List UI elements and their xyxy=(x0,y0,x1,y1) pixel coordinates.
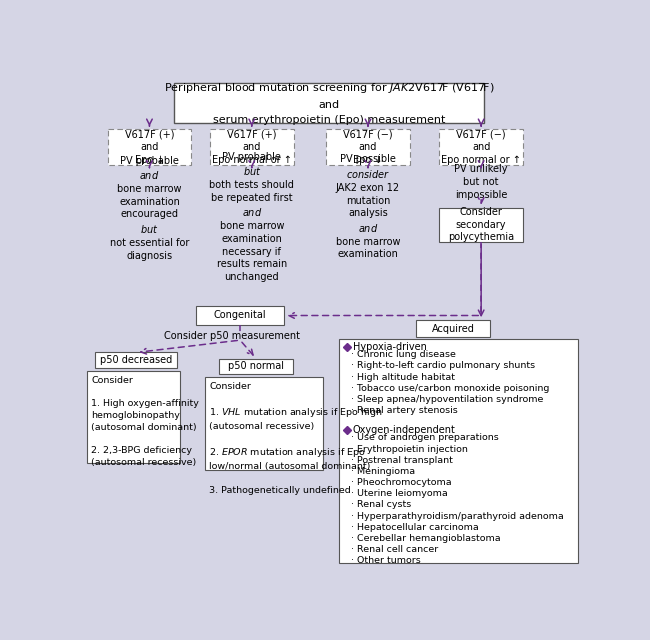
Text: · Postrenal transplant: · Postrenal transplant xyxy=(351,456,453,465)
Text: · Sleep apnea/hypoventilation syndrome: · Sleep apnea/hypoventilation syndrome xyxy=(351,395,543,404)
Text: · Renal cysts: · Renal cysts xyxy=(351,500,411,509)
Bar xyxy=(210,129,294,164)
Text: PV probable
$\it{and}$
bone marrow
examination
encouraged
$\it{but}$
not essenti: PV probable $\it{and}$ bone marrow exami… xyxy=(110,156,189,260)
Text: · Hepatocellular carcinoma: · Hepatocellular carcinoma xyxy=(351,523,478,532)
Text: · Other tumors: · Other tumors xyxy=(351,556,421,565)
Text: · Erythropoietin injection: · Erythropoietin injection xyxy=(351,445,468,454)
Text: p50 normal: p50 normal xyxy=(228,362,284,371)
Text: Acquired: Acquired xyxy=(432,324,474,333)
Bar xyxy=(439,129,523,164)
Text: · Meningioma: · Meningioma xyxy=(351,467,415,476)
Text: · Hyperparathyroidism/parathyroid adenoma: · Hyperparathyroidism/parathyroid adenom… xyxy=(351,511,564,520)
Text: · Tobacco use/carbon monoxide poisoning: · Tobacco use/carbon monoxide poisoning xyxy=(351,384,549,393)
Text: Consider p50 measurement: Consider p50 measurement xyxy=(164,330,300,340)
Bar xyxy=(88,371,181,463)
Text: · Right-to-left cardio pulmonary shunts: · Right-to-left cardio pulmonary shunts xyxy=(351,362,535,371)
Text: PV probable
$\it{but}$
both tests should
be repeated first
$\it{and}$
bone marro: PV probable $\it{but}$ both tests should… xyxy=(209,152,294,282)
Text: PV possible
$\it{consider}$
JAK2 exon 12
mutation
analysis
$\it{and}$
bone marro: PV possible $\it{consider}$ JAK2 exon 12… xyxy=(336,154,400,259)
Bar xyxy=(95,353,177,368)
Text: · Renal cell cancer: · Renal cell cancer xyxy=(351,545,438,554)
Text: V617F (−)
and
Epo ↓: V617F (−) and Epo ↓ xyxy=(343,129,393,164)
Text: · Cerebellar hemangioblastoma: · Cerebellar hemangioblastoma xyxy=(351,534,500,543)
Text: PV unlikely
but not
impossible: PV unlikely but not impossible xyxy=(454,164,508,200)
Text: · Chronic lung disease: · Chronic lung disease xyxy=(351,350,456,359)
Bar xyxy=(339,339,578,563)
Text: V617F (−)
and
Epo normal or ↑: V617F (−) and Epo normal or ↑ xyxy=(441,129,521,164)
Text: Oxygen-independent: Oxygen-independent xyxy=(352,425,456,435)
Bar xyxy=(205,377,323,470)
Text: p50 decreased: p50 decreased xyxy=(100,355,172,365)
Bar xyxy=(219,358,293,374)
Text: Peripheral blood mutation screening for $\it{JAK2}$V617F (V617F)
and
serum eryth: Peripheral blood mutation screening for … xyxy=(164,81,495,125)
Text: V617F (+)
and
Epo normal or ↑: V617F (+) and Epo normal or ↑ xyxy=(212,129,292,164)
Text: · Use of androgen preparations: · Use of androgen preparations xyxy=(351,433,499,442)
Bar xyxy=(326,129,410,164)
Text: · Uterine leiomyoma: · Uterine leiomyoma xyxy=(351,489,448,499)
Bar xyxy=(439,208,523,241)
Text: · Renal artery stenosis: · Renal artery stenosis xyxy=(351,406,458,415)
Text: Consider

1. $\it{VHL}$ mutation analysis if Epo high
(autosomal recessive)

2. : Consider 1. $\it{VHL}$ mutation analysis… xyxy=(209,381,382,495)
Text: Consider
secondary
polycythemia: Consider secondary polycythemia xyxy=(448,207,514,243)
Text: · Pheochromocytoma: · Pheochromocytoma xyxy=(351,478,452,487)
Bar xyxy=(174,83,484,123)
Text: Consider

1. High oxygen-affinity
hemoglobinopathy
(autosomal dominant)

2. 2,3-: Consider 1. High oxygen-affinity hemoglo… xyxy=(91,376,199,467)
Bar xyxy=(196,307,284,324)
Text: Hypoxia-driven: Hypoxia-driven xyxy=(352,342,426,352)
Bar xyxy=(108,129,191,164)
Text: V617F (+)
and
Epo ↓: V617F (+) and Epo ↓ xyxy=(125,129,174,164)
Bar xyxy=(416,320,491,337)
Text: Congenital: Congenital xyxy=(214,310,266,321)
Text: · High altitude habitat: · High altitude habitat xyxy=(351,372,455,381)
